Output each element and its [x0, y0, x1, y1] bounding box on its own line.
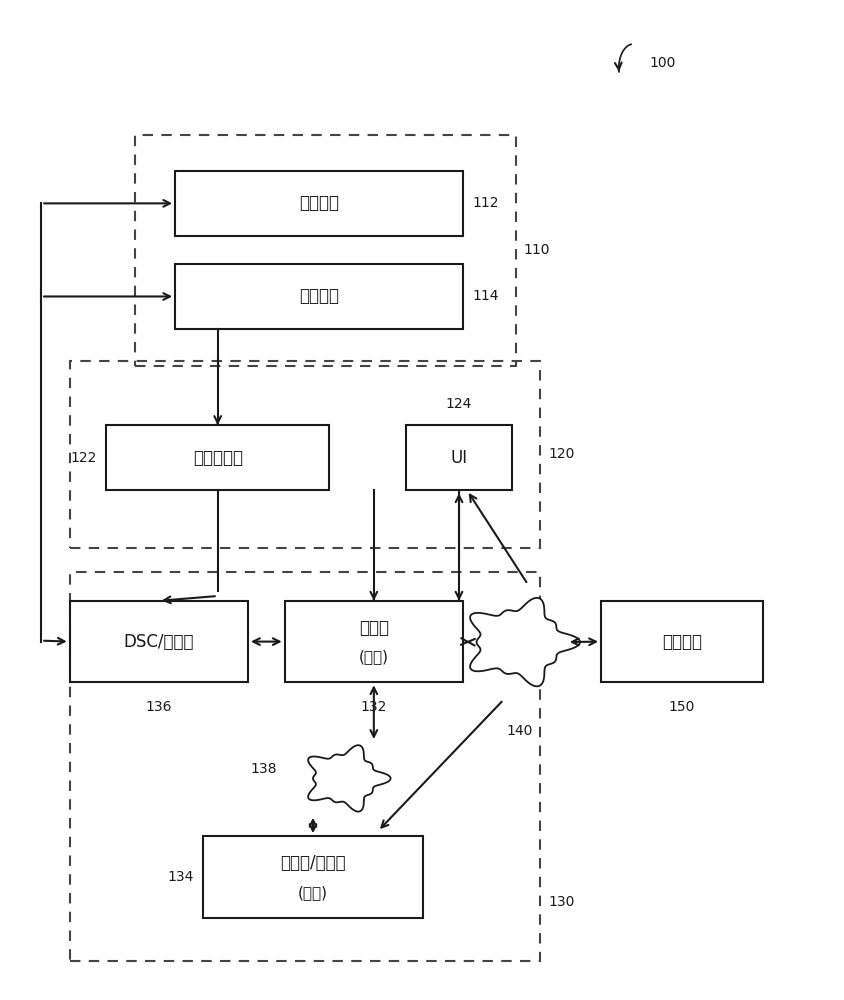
Bar [600, 601, 762, 682]
Bar [134, 135, 515, 366]
Text: 过程特性: 过程特性 [299, 287, 338, 305]
Text: 114: 114 [473, 289, 499, 303]
Text: 140: 140 [506, 724, 533, 738]
Text: 138: 138 [250, 762, 276, 776]
Text: 134: 134 [167, 870, 193, 884]
Text: 136: 136 [145, 700, 172, 714]
Text: 120: 120 [548, 447, 574, 461]
Text: 110: 110 [523, 243, 549, 257]
Bar [69, 601, 248, 682]
Text: (本地): (本地) [359, 649, 388, 664]
Text: 用户装置: 用户装置 [662, 633, 701, 651]
Text: 服务器/存储器: 服务器/存储器 [280, 854, 345, 872]
Polygon shape [469, 598, 579, 686]
Polygon shape [308, 745, 390, 812]
Text: (远程): (远程) [298, 885, 327, 900]
Text: 132: 132 [360, 700, 387, 714]
Text: 150: 150 [668, 700, 695, 714]
Text: 130: 130 [548, 895, 574, 909]
Text: DSC/致动器: DSC/致动器 [123, 633, 194, 651]
Bar [175, 264, 463, 329]
Bar [203, 836, 422, 918]
Text: 在线传感器: 在线传感器 [192, 449, 242, 467]
Text: 112: 112 [473, 196, 499, 210]
Bar [69, 361, 539, 548]
Text: 100: 100 [649, 56, 675, 70]
Bar [284, 601, 463, 682]
Bar [406, 425, 511, 490]
Text: 过程变量: 过程变量 [299, 194, 338, 212]
Text: 124: 124 [446, 397, 472, 411]
Bar [69, 572, 539, 961]
Text: 控制器: 控制器 [359, 619, 388, 637]
Text: 122: 122 [70, 451, 96, 465]
Text: UI: UI [450, 449, 467, 467]
Bar [175, 171, 463, 236]
Bar [106, 425, 329, 490]
